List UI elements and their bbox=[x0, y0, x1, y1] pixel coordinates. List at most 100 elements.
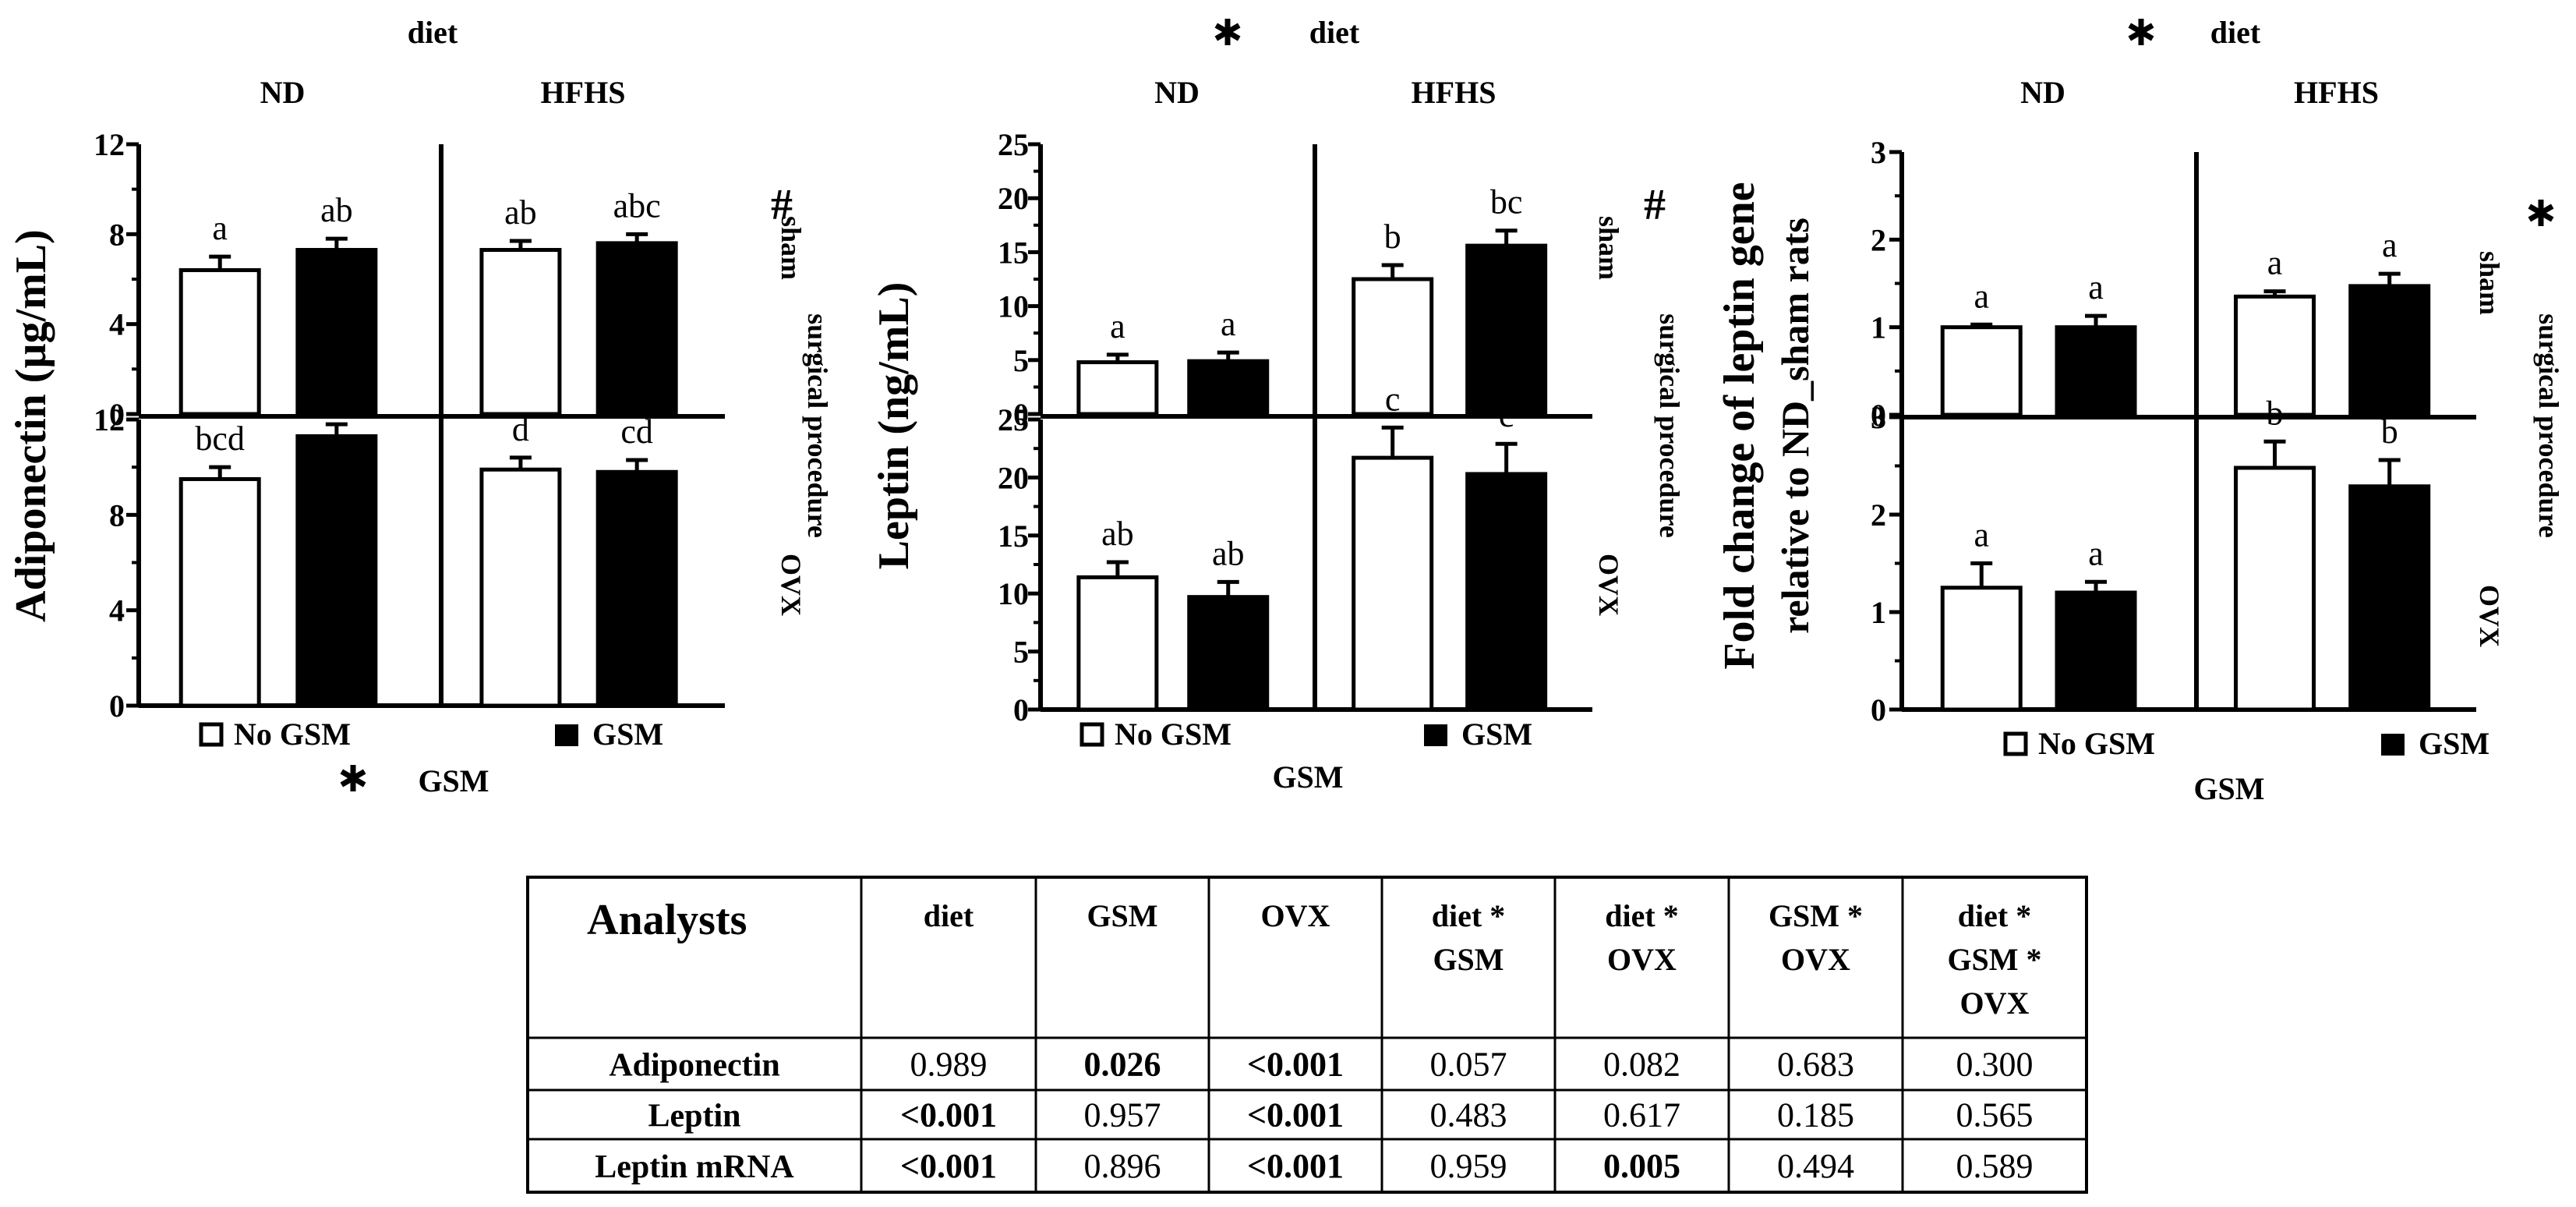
y-tick-label: 15 bbox=[998, 235, 1029, 270]
y-tick-label: 12 bbox=[94, 127, 125, 162]
bar-hfhs-sham-no-gsm bbox=[479, 248, 562, 416]
table-p-value: 0.300 bbox=[1956, 1046, 2034, 1084]
y-tick-label: 10 bbox=[998, 576, 1029, 611]
bar-nd-ovx-gsm bbox=[2055, 590, 2137, 712]
table-p-value: <0.001 bbox=[900, 1096, 997, 1134]
legend-swatch-gsm bbox=[2381, 734, 2405, 756]
table-p-value: 0.082 bbox=[1603, 1046, 1680, 1084]
significance-letter: ab bbox=[1212, 534, 1245, 572]
column-header-hfhs: HFHS bbox=[541, 75, 626, 110]
row-label-ovx: OVX bbox=[776, 554, 807, 616]
diet-significance-star bbox=[1214, 19, 1241, 45]
significance-letter: cd bbox=[620, 412, 653, 451]
star-stroke bbox=[1214, 23, 1241, 41]
significance-letter: a bbox=[1221, 305, 1236, 343]
significance-letter: d bbox=[512, 410, 529, 448]
y-tick-label: 3 bbox=[1871, 400, 1886, 435]
bar-hfhs-ovx-gsm bbox=[2348, 484, 2431, 712]
table-header-cell: OVX bbox=[1781, 942, 1850, 977]
legend-label-gsm: GSM bbox=[2419, 726, 2489, 761]
y-tick-label: 10 bbox=[998, 289, 1029, 324]
y-tick-label: 8 bbox=[109, 217, 125, 252]
table-p-value: 0.005 bbox=[1603, 1147, 1680, 1185]
y-axis-label: Fold change of leptin gene bbox=[1716, 182, 1764, 669]
table-header-cell: diet bbox=[924, 898, 974, 933]
significance-letter: a bbox=[2382, 226, 2398, 264]
bar-nd-sham-no-gsm bbox=[178, 267, 261, 416]
significance-letter: ab bbox=[504, 193, 537, 232]
table-header-cell: GSM bbox=[1087, 898, 1157, 933]
bar-nd-ovx-gsm bbox=[295, 434, 378, 708]
y-tick-label: 2 bbox=[1871, 497, 1886, 533]
surgery-significance-hash: # bbox=[1644, 181, 1666, 229]
table-p-value: 0.957 bbox=[1084, 1096, 1161, 1134]
table-p-value: <0.001 bbox=[1247, 1096, 1344, 1134]
row-label-sham: sham bbox=[776, 216, 807, 280]
significance-letter: b bbox=[1384, 218, 1401, 256]
column-header-hfhs: HFHS bbox=[2294, 75, 2379, 110]
column-header-nd: ND bbox=[2020, 75, 2065, 110]
legend-label-gsm: GSM bbox=[592, 717, 663, 752]
bar-nd-sham-no-gsm bbox=[1076, 360, 1159, 416]
surgery-significance-hash: # bbox=[771, 181, 793, 229]
y-tick-label: 20 bbox=[998, 181, 1029, 216]
table-header-cell: GSM * bbox=[1769, 898, 1863, 933]
legend-swatch-gsm bbox=[555, 724, 578, 746]
y-axis-label: Adiponectin (µg/mL) bbox=[7, 229, 55, 622]
significance-letter: a bbox=[1110, 307, 1125, 345]
bar-hfhs-sham-gsm bbox=[2348, 284, 2431, 417]
table-header-cell: diet * bbox=[1605, 898, 1678, 933]
significance-letter: a bbox=[212, 209, 228, 247]
table-p-value: 0.589 bbox=[1956, 1147, 2034, 1185]
significance-letter: a bbox=[2088, 268, 2104, 306]
surgical-procedure-label: surgical procedure bbox=[802, 313, 833, 538]
y-tick-label: 5 bbox=[1013, 343, 1029, 378]
y-tick-label: 0 bbox=[1871, 692, 1886, 727]
table-header-analysts: Analysts bbox=[587, 896, 747, 944]
y-tick-label: 4 bbox=[109, 593, 125, 628]
diet-factor-label: diet bbox=[2210, 15, 2261, 50]
significance-letter: abc bbox=[613, 186, 661, 225]
table-p-value: 0.494 bbox=[1777, 1147, 1854, 1185]
legend-swatch-gsm bbox=[1424, 724, 1447, 746]
significance-letter: a bbox=[2267, 244, 2283, 282]
y-axis-label-line2: relative to ND_sham rats bbox=[1773, 218, 1817, 634]
table-p-value: 0.185 bbox=[1777, 1096, 1854, 1134]
stats-table: Analysts diet GSM OVX diet * GSM diet * OVX GSM … bbox=[526, 876, 2088, 1194]
surgical-procedure-label: surgical procedure bbox=[2533, 313, 2564, 538]
column-header-hfhs: HFHS bbox=[1412, 75, 1496, 110]
bar-hfhs-ovx-gsm bbox=[1465, 472, 1548, 712]
gsm-factor-label: GSM bbox=[1272, 759, 1343, 795]
legend-swatch-no-gsm bbox=[2003, 731, 2028, 756]
table-header-cell: OVX bbox=[1607, 942, 1677, 977]
bar-nd-ovx-no-gsm bbox=[178, 476, 261, 708]
bar-nd-ovx-no-gsm bbox=[1940, 586, 2023, 712]
row-label-sham: sham bbox=[1593, 216, 1624, 280]
table-header-cell: GSM * bbox=[1947, 942, 2041, 977]
table-p-value: 0.483 bbox=[1430, 1096, 1507, 1134]
row-label-ovx: OVX bbox=[2474, 585, 2505, 647]
y-axis-label: Leptin (ng/mL) bbox=[870, 282, 918, 570]
star-stroke bbox=[340, 769, 366, 788]
bar-hfhs-sham-gsm bbox=[595, 241, 678, 416]
table-row-label: Leptin mRNA bbox=[595, 1149, 794, 1185]
diet-factor-label: diet bbox=[408, 15, 458, 50]
significance-letter: a bbox=[2088, 534, 2104, 572]
significance-letter: d bbox=[328, 377, 345, 415]
table-p-value: 0.989 bbox=[910, 1046, 988, 1084]
table-header-cell: OVX bbox=[1960, 986, 2030, 1021]
table-p-value: 0.617 bbox=[1603, 1096, 1680, 1134]
table-border bbox=[526, 876, 2088, 1194]
bar-hfhs-ovx-gsm bbox=[595, 469, 678, 708]
table-p-value: 0.959 bbox=[1430, 1147, 1507, 1185]
bar-hfhs-sham-no-gsm bbox=[2234, 294, 2316, 417]
y-tick-label: 3 bbox=[1871, 135, 1886, 170]
gsm-significance-star bbox=[340, 765, 366, 791]
bar-nd-sham-gsm bbox=[2055, 325, 2137, 417]
legend-label-gsm: GSM bbox=[1461, 717, 1532, 752]
table-p-value: <0.001 bbox=[1247, 1147, 1344, 1185]
y-tick-label: 0 bbox=[1013, 692, 1029, 727]
significance-letter: bc bbox=[1490, 183, 1523, 221]
